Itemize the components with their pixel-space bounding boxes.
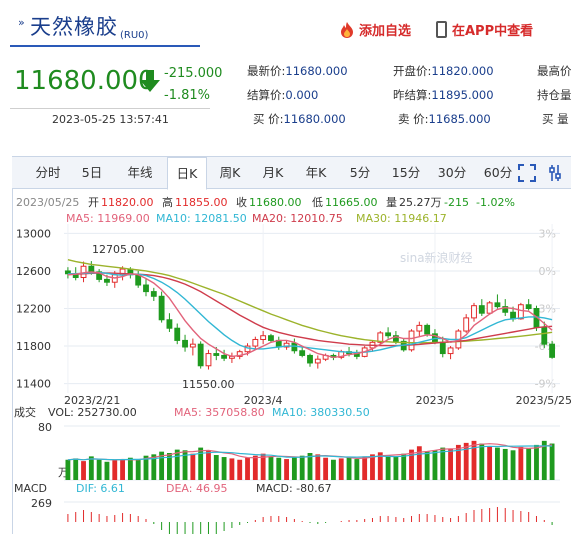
info-ask-label: 卖 价: — [398, 112, 429, 126]
info-settle-value: 0.000 — [285, 88, 319, 102]
info-prev-settle-label: 昨结算: — [393, 88, 432, 102]
info-prev-settle: 昨结算:11895.000 — [393, 87, 494, 103]
phone-icon — [436, 21, 447, 38]
info-prev-settle-value: 11895.000 — [431, 88, 494, 102]
tab-monthly-k[interactable]: 月K — [262, 165, 284, 180]
flame-icon — [341, 21, 353, 38]
title-underline — [10, 45, 200, 47]
tab-5day[interactable]: 5日 — [81, 165, 103, 180]
add-to-watchlist-label: 添加自选 — [359, 24, 412, 39]
last-price: 11680.000 — [14, 66, 155, 96]
view-in-app-button[interactable]: 在APP中查看 — [436, 20, 533, 39]
info-bid: 买 价:11680.000 — [253, 111, 346, 127]
info-open-interest: 持仓量 — [537, 87, 571, 103]
tab-yearly-k[interactable]: 年K — [305, 165, 327, 180]
info-latest-value: 11680.000 — [285, 64, 348, 78]
tab-60min[interactable]: 60分 — [483, 165, 513, 180]
tab-30min[interactable]: 30分 — [437, 165, 467, 180]
tab-intraday[interactable]: 分时 — [35, 165, 61, 180]
header: » 天然橡胶 (RU0) 添加自选 在APP中查看 — [0, 0, 571, 44]
tab-year-line[interactable]: 年线 — [127, 165, 153, 180]
quote-timestamp: 2023-05-25 13:57:41 — [52, 113, 169, 126]
info-settle-label: 结算价: — [247, 88, 286, 102]
info-buy-qty-label: 买 量 — [542, 112, 569, 126]
info-ask-value: 11685.000 — [428, 112, 491, 126]
info-high-label: 最高价 — [537, 64, 571, 78]
tab-weekly-k[interactable]: 周K — [219, 165, 241, 180]
period-tabs: 分时 5日 年线 日K 周K 月K 年K 5分 15分 30分 60分 — [12, 157, 571, 190]
fullscreen-icon[interactable] — [518, 164, 536, 182]
info-latest: 最新价:11680.000 — [247, 63, 348, 79]
tab-daily-k[interactable]: 日K — [167, 157, 207, 190]
info-oi-label: 持仓量 — [537, 88, 571, 102]
info-open-value: 11820.000 — [431, 64, 494, 78]
price-change: -215.000 — [164, 66, 223, 81]
info-high: 最高价 — [537, 63, 571, 79]
instrument-title: 天然橡胶 — [30, 15, 118, 39]
price-change-pct: -1.81% — [164, 88, 210, 103]
down-arrow-icon — [140, 70, 160, 92]
divider — [10, 108, 210, 109]
info-settle: 结算价:0.000 — [247, 87, 318, 103]
add-to-watchlist-button[interactable]: 添加自选 — [340, 20, 411, 39]
info-bid-value: 11680.000 — [283, 112, 346, 126]
info-bid-label: 买 价: — [253, 112, 284, 126]
settings-icon[interactable] — [549, 164, 561, 182]
tab-5min[interactable]: 5分 — [349, 165, 371, 180]
info-buy-qty: 买 量 — [542, 111, 569, 127]
info-open: 开盘价:11820.000 — [393, 63, 494, 79]
info-ask: 卖 价:11685.000 — [398, 111, 491, 127]
view-in-app-label: 在APP中查看 — [452, 24, 534, 39]
chart-panel — [12, 156, 571, 534]
info-latest-label: 最新价: — [247, 64, 286, 78]
double-chevron-icon: » — [18, 16, 25, 29]
info-open-label: 开盘价: — [393, 64, 432, 78]
instrument-code: (RU0) — [120, 30, 149, 41]
tab-15min[interactable]: 15分 — [391, 165, 421, 180]
